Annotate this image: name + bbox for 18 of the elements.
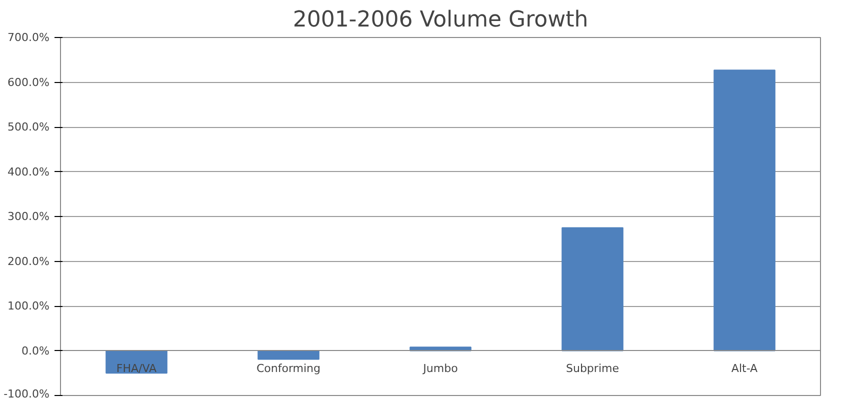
y-tick-label: 500.0% (8, 120, 50, 134)
bar (714, 70, 776, 352)
x-tick-label: Subprime (566, 362, 620, 375)
y-tick-label: 300.0% (8, 210, 50, 223)
y-tick-label: 0.0% (22, 344, 50, 358)
y-tick-label: 700.0% (8, 31, 50, 44)
x-tick-label: Alt-A (731, 362, 758, 375)
y-tick-label: 100.0% (8, 300, 50, 312)
x-tick-label: FHA/VA (116, 362, 158, 375)
y-tick-label: 400.0% (8, 165, 50, 178)
y-tick-label: 600.0% (8, 76, 50, 89)
bar (258, 350, 320, 360)
y-tick-label: -100.0% (4, 388, 50, 400)
chart-title: 2001-2006 Volume Growth (292, 8, 588, 32)
y-tick-label: 200.0% (8, 254, 50, 268)
x-tick-label: Jumbo (422, 362, 458, 375)
x-tick-label: Conforming (256, 362, 321, 375)
bar (562, 227, 624, 352)
